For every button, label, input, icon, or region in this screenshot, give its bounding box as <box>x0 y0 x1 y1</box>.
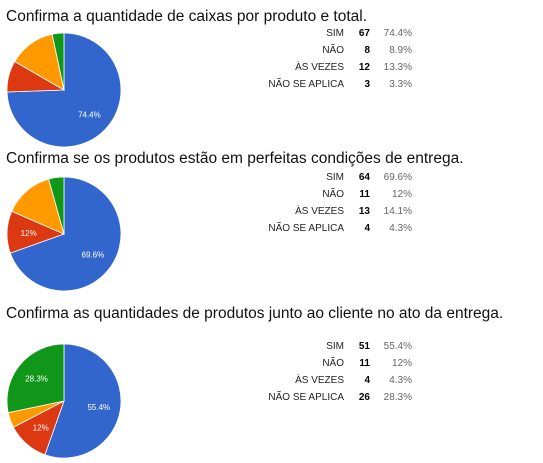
legend-label: NÃO <box>322 189 344 200</box>
legend-label: SIM <box>326 341 344 352</box>
legend-row: NÃO 8 8.9% <box>254 42 412 59</box>
pie-slice-as-vezes <box>11 178 65 235</box>
legend-percent: 55.4% <box>383 341 412 352</box>
slice-percent-label: 12% <box>33 424 49 433</box>
legend-label: NÃO SE APLICA <box>268 223 344 234</box>
chart-section-3: Confirma as quantidades de produtos junt… <box>0 303 543 463</box>
legend-label: ÀS VEZES <box>295 375 344 386</box>
legend-count: 11 <box>359 189 370 200</box>
legend-label: NÃO SE APLICA <box>268 392 344 403</box>
legend-count: 12 <box>358 62 370 73</box>
chart-section-2: Confirma se os produtos estão em perfeit… <box>0 150 543 300</box>
legend-row: ÀS VEZES 4 4.3% <box>254 372 412 389</box>
legend-count: 4 <box>364 375 370 386</box>
legend-label: ÀS VEZES <box>295 62 344 73</box>
chart-section-1: Confirma a quantidade de caixas por prod… <box>0 0 543 150</box>
legend-label: SIM <box>326 172 344 183</box>
legend-percent: 69.6% <box>383 172 412 183</box>
pie-slice-sim <box>6 32 122 148</box>
pie-slice-nao-se-aplica <box>51 32 65 91</box>
legend-percent: 4.3% <box>389 223 412 234</box>
slice-percent-label: 28.3% <box>25 375 48 384</box>
slice-percent-label: 69.6% <box>82 250 105 259</box>
legend-percent: 8.9% <box>389 45 412 56</box>
legend-table: SIM 64 69.6% NÃO 11 12% ÀS VEZES 13 14.1… <box>254 169 412 237</box>
pie-slice-nao-se-aplica <box>6 343 65 414</box>
legend-row: NÃO SE APLICA 26 28.3% <box>254 389 412 406</box>
legend-count: 67 <box>358 28 370 39</box>
legend-count: 4 <box>364 223 370 234</box>
legend-row: NÃO SE APLICA 3 3.3% <box>254 76 412 93</box>
pie-slice-sim <box>44 343 122 459</box>
legend-percent: 28.3% <box>383 392 412 403</box>
legend-label: ÀS VEZES <box>295 206 344 217</box>
legend-row: SIM 67 74.4% <box>254 25 412 42</box>
slice-percent-label: 55.4% <box>87 403 110 412</box>
legend-table: SIM 67 74.4% NÃO 8 8.9% ÀS VEZES 12 13.3… <box>254 25 412 93</box>
legend-count: 8 <box>364 45 370 56</box>
legend-count: 3 <box>364 79 370 90</box>
legend-label: NÃO <box>322 358 344 369</box>
legend-percent: 14.1% <box>383 206 412 217</box>
legend-count: 51 <box>358 341 370 352</box>
legend-percent: 12% <box>391 189 412 200</box>
legend-count: 13 <box>358 206 370 217</box>
legend-label: SIM <box>326 28 344 39</box>
legend-label: NÃO SE APLICA <box>268 79 344 90</box>
legend-percent: 4.3% <box>389 375 412 386</box>
chart-title: Confirma as quantidades de produtos junt… <box>6 305 504 322</box>
legend-row: SIM 64 69.6% <box>254 169 412 186</box>
legend-row: SIM 51 55.4% <box>254 338 412 355</box>
legend-table: SIM 51 55.4% NÃO 11 12% ÀS VEZES 4 4.3% … <box>254 338 412 406</box>
pie-chart: 74.4% <box>6 32 122 148</box>
pie-slice-sim <box>9 176 122 292</box>
legend-label: NÃO <box>322 45 344 56</box>
legend-row: ÀS VEZES 12 13.3% <box>254 59 412 76</box>
legend-count: 64 <box>358 172 370 183</box>
pie-slice-nao-se-aplica <box>48 176 65 235</box>
pie-chart: 69.6% 12% <box>6 176 122 292</box>
legend-count: 26 <box>358 392 370 403</box>
legend-row: NÃO 11 12% <box>254 355 412 372</box>
legend-row: ÀS VEZES 13 14.1% <box>254 203 412 220</box>
legend-percent: 13.3% <box>383 62 412 73</box>
slice-percent-label: 12% <box>21 229 37 238</box>
legend-percent: 74.4% <box>383 28 412 39</box>
slice-percent-label: 74.4% <box>78 111 101 120</box>
legend-count: 11 <box>359 358 370 369</box>
legend-percent: 12% <box>391 358 412 369</box>
pie-chart: 55.4% 12% 28.3% <box>6 343 122 459</box>
chart-title: Confirma a quantidade de caixas por prod… <box>6 8 368 25</box>
legend-row: NÃO SE APLICA 4 4.3% <box>254 220 412 237</box>
legend-row: NÃO 11 12% <box>254 186 412 203</box>
legend-percent: 3.3% <box>389 79 412 90</box>
chart-title: Confirma se os produtos estão em perfeit… <box>6 150 464 167</box>
